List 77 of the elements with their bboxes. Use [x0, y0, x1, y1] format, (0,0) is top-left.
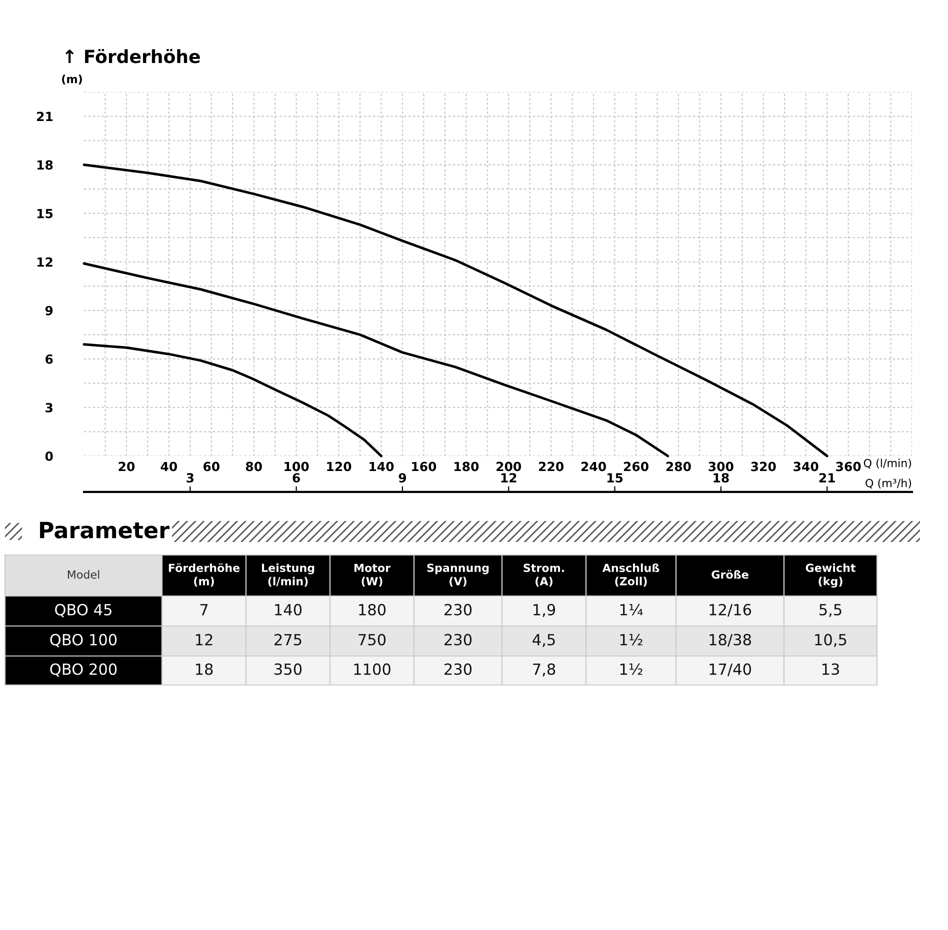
line-series [82, 164, 828, 458]
text: Förderhöhe (m) [168, 563, 240, 587]
y-tick-label: 18 [37, 160, 53, 170]
text: 10,5 [815, 634, 846, 647]
text: Model [68, 570, 100, 579]
x-tick-label: 280 [666, 462, 691, 472]
x-tick-label: 60 [203, 462, 220, 472]
text: 5,5 [820, 604, 842, 617]
x-tick-label: 260 [624, 462, 648, 472]
text: 1¼ [620, 604, 643, 616]
text: 230 [444, 634, 472, 646]
text: 180 [359, 604, 386, 616]
text: QBO 200 [50, 663, 117, 677]
text: Motor (W) [354, 564, 391, 587]
text: 1,9 [534, 604, 556, 617]
x-tick-label: 220 [539, 462, 564, 472]
x-tick-label: 80 [246, 462, 262, 472]
x-tick-label: 300 [708, 462, 734, 472]
x2-tick-label: 9 [398, 473, 406, 483]
text: Anschluß (Zoll) [602, 563, 660, 587]
text: 350 [274, 663, 302, 675]
x-tick-label: 340 [794, 462, 818, 472]
text: 12/16 [710, 604, 752, 617]
y-tick-label: 6 [46, 354, 53, 364]
text: QBO 100 [50, 634, 117, 648]
x2-tick-label: 21 [819, 473, 835, 482]
x-tick-label: 160 [412, 462, 436, 472]
text: 230 [444, 604, 472, 616]
text: Parameter [40, 522, 170, 538]
chart-title: ↑ Förderhöhe [65, 49, 200, 64]
text: Strom. (A) [524, 564, 564, 587]
x-tick-label: 120 [327, 462, 352, 472]
text: 1½ [620, 634, 642, 646]
x-axis-title: Q (l/min) [864, 458, 912, 469]
x-tick-label: 360 [836, 462, 861, 472]
text: 4,5 [532, 634, 555, 647]
text: 13 [822, 663, 839, 675]
y-tick-label: 9 [45, 306, 53, 316]
x2-axis-title: Q (m³/h) [866, 478, 912, 489]
text: QBO 45 [55, 604, 112, 618]
text: 140 [275, 604, 302, 616]
line-series [82, 343, 382, 458]
y-tick-label: 15 [37, 208, 53, 218]
x-tick-label: 180 [454, 462, 479, 472]
text: 1100 [354, 663, 390, 675]
x2-tick-label: 12 [501, 473, 516, 482]
x-tick-label: 320 [751, 462, 776, 472]
x-tick-label: 40 [160, 462, 178, 472]
text: 230 [444, 663, 472, 675]
x-tick-label: 20 [118, 462, 135, 472]
text: 1½ [620, 663, 642, 675]
text: 17/40 [710, 663, 751, 676]
text: 18 [196, 663, 213, 675]
x-tick-label: 240 [581, 462, 606, 472]
x-tick-label: 100 [284, 462, 309, 472]
text: 7 [200, 604, 208, 616]
x-tick-label: 140 [370, 462, 394, 472]
x-tick-label: 200 [496, 462, 522, 472]
text: 750 [358, 634, 386, 646]
x2-tick-label: 15 [607, 473, 623, 483]
text: 7,8 [533, 663, 556, 676]
x2-tick-label: 3 [186, 473, 194, 483]
x2-tick-label: 6 [292, 473, 300, 483]
text: Leistung (l/min) [262, 563, 314, 587]
y-axis-title: (m) [62, 74, 82, 85]
y-tick-label: 0 [45, 451, 53, 461]
y-tick-label: 21 [37, 112, 53, 122]
text: Spannung (V) [427, 564, 489, 587]
text: 18/38 [710, 634, 751, 647]
text: 275 [274, 634, 302, 646]
text: Größe [712, 570, 748, 579]
y-tick-label: 12 [37, 257, 52, 267]
x2-tick-label: 18 [714, 473, 729, 483]
y-tick-label: 3 [46, 402, 52, 412]
text: 12 [196, 634, 212, 646]
text: Gewicht (kg) [806, 563, 856, 588]
line-series [82, 262, 670, 458]
